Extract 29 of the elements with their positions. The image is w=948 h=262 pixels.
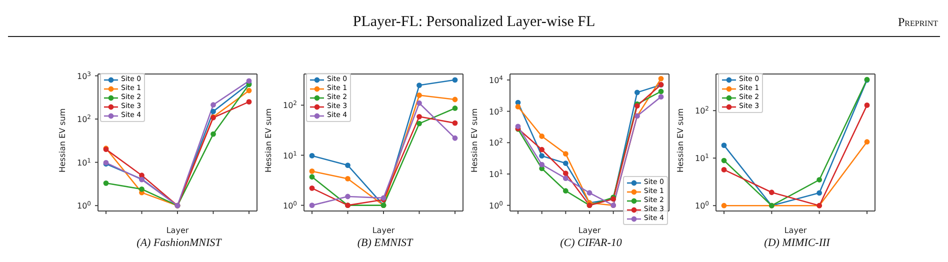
x-axis-title: Layer [166, 226, 190, 235]
text: (B) EMNIST [357, 237, 413, 249]
x-axis-title: Layer [784, 226, 808, 235]
y-tick-label: 10$^{1}$ [488, 168, 504, 179]
y-tick-label: 10$^{1}$ [282, 150, 298, 160]
y-tick-label: 10$^{0}$ [282, 200, 298, 210]
y-tick-label: 10$^{1}$ [76, 156, 92, 168]
text: (C) CIFAR-10 [560, 237, 622, 249]
y-axis-title: Hessian EV sum [470, 108, 479, 172]
text: PLayer-FL: Personalized Layer-wise FL [352, 14, 596, 30]
y-tick-label: 10$^{2}$ [282, 100, 298, 110]
text: (A) FashionMNIST [136, 237, 222, 249]
y-tick-label: 10$^{0}$ [76, 200, 92, 211]
y-tick-label: 10$^{2}$ [76, 114, 92, 124]
y-tick-label: 10$^{0}$ [488, 200, 504, 210]
y-tick-label: 10$^{2}$ [488, 137, 504, 148]
y-tick-label: 10$^{3}$ [488, 106, 504, 116]
y-tick-label: 10$^{3}$ [76, 70, 92, 81]
y-axis-title: Hessian EV sum [58, 108, 67, 172]
y-tick-label: 10$^{4}$ [488, 74, 504, 85]
y-axis-title: Hessian EV sum [676, 108, 685, 172]
y-axis-title: Hessian EV sum [264, 108, 273, 172]
y-tick-label: 10$^{0}$ [694, 200, 710, 211]
text: (D) MIMIC-III [764, 237, 830, 249]
text: Preprint [898, 15, 938, 29]
x-axis-title: Layer [578, 226, 602, 235]
y-tick-label: 10$^{2}$ [694, 105, 710, 116]
x-axis-title: Layer [372, 226, 396, 235]
y-tick-label: 10$^{1}$ [694, 152, 710, 164]
